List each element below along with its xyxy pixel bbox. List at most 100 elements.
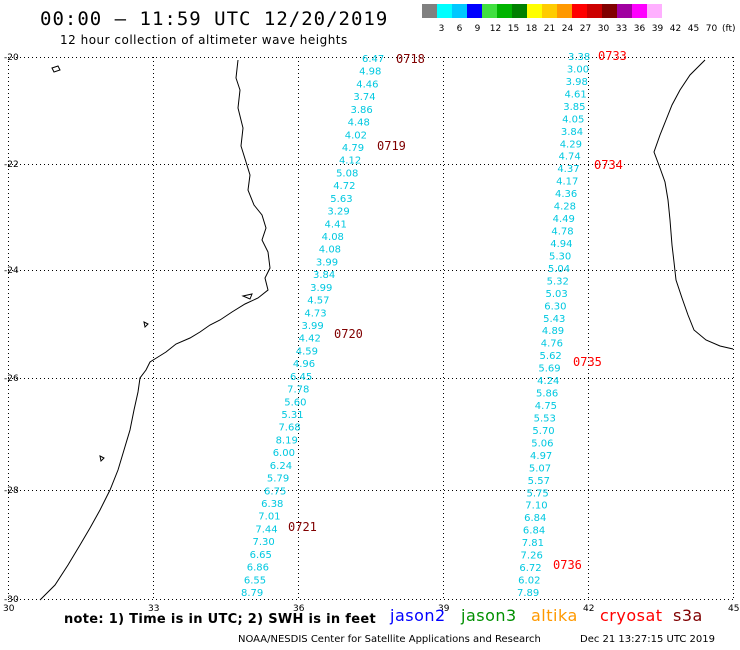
grid-dot: [153, 497, 154, 498]
grid-dot: [733, 277, 734, 278]
grid-dot: [336, 490, 337, 491]
grid-dot: [298, 597, 299, 598]
grid-dot: [298, 417, 299, 418]
grid-dot: [336, 599, 337, 600]
grid-dot: [8, 437, 9, 438]
grid-dot: [8, 229, 9, 230]
grid-dot: [733, 157, 734, 158]
grid-dot: [240, 599, 241, 600]
scale-swatch: [602, 4, 617, 18]
grid-dot: [8, 417, 9, 418]
grid-dot: [116, 164, 117, 165]
grid-dot: [8, 157, 9, 158]
grid-dot: [24, 164, 25, 165]
grid-dot: [298, 133, 299, 134]
grid-dot: [468, 57, 469, 58]
grid-dot: [552, 164, 553, 165]
grid-dot: [443, 229, 444, 230]
grid-dot: [520, 270, 521, 271]
grid-dot: [64, 164, 65, 165]
grid-dot: [108, 270, 109, 271]
grid-dot: [688, 378, 689, 379]
grid-dot: [612, 490, 613, 491]
grid-dot: [298, 165, 299, 166]
grid-dot: [564, 164, 565, 165]
grid-dot: [443, 565, 444, 566]
grid-dot: [8, 185, 9, 186]
grid-dot: [428, 490, 429, 491]
grid-dot: [298, 473, 299, 474]
grid-dot: [520, 378, 521, 379]
grid-dot: [443, 241, 444, 242]
grid-dot: [460, 599, 461, 600]
grid-dot: [700, 490, 701, 491]
grid-dot: [620, 599, 621, 600]
grid-dot: [200, 378, 201, 379]
grid-dot: [220, 378, 221, 379]
grid-dot: [452, 270, 453, 271]
grid-dot: [296, 164, 297, 165]
grid-dot: [580, 599, 581, 600]
grid-dot: [8, 393, 9, 394]
grid-dot: [588, 465, 589, 466]
grid-dot: [733, 233, 734, 234]
grid-dot: [348, 378, 349, 379]
grid-dot: [688, 57, 689, 58]
grid-dot: [298, 553, 299, 554]
grid-dot: [440, 490, 441, 491]
grid-dot: [472, 599, 473, 600]
grid-dot: [540, 270, 541, 271]
grid-dot: [376, 378, 377, 379]
grid-dot: [733, 245, 734, 246]
grid-dot: [164, 378, 165, 379]
wave-height-value: 7.44: [255, 524, 277, 535]
grid-dot: [443, 401, 444, 402]
grid-dot: [443, 509, 444, 510]
grid-dot: [588, 205, 589, 206]
grid-dot: [72, 378, 73, 379]
generation-timestamp: Dec 21 13:27:15 UTC 2019: [580, 634, 715, 645]
grid-dot: [260, 270, 261, 271]
grid-dot: [36, 599, 37, 600]
grid-dot: [152, 378, 153, 379]
scale-label: 21: [543, 24, 556, 34]
grid-dot: [728, 378, 729, 379]
grid-dot: [8, 329, 9, 330]
grid-dot: [443, 405, 444, 406]
scale-swatch: [512, 4, 527, 18]
grid-dot: [8, 89, 9, 90]
lat-label: -28: [4, 486, 19, 496]
grid-dot: [298, 365, 299, 366]
grid-dot: [8, 209, 9, 210]
island-coast: [99, 455, 105, 463]
grid-dot: [404, 490, 405, 491]
grid-dot: [153, 373, 154, 374]
grid-dot: [360, 378, 361, 379]
grid-dot: [632, 490, 633, 491]
wave-height-value: 6.65: [250, 550, 272, 561]
grid-dot: [12, 490, 13, 491]
grid-dot: [232, 164, 233, 165]
grid-dot: [472, 490, 473, 491]
grid-dot: [452, 378, 453, 379]
grid-dot: [298, 273, 299, 274]
grid-dot: [588, 153, 589, 154]
grid-dot: [164, 57, 165, 58]
grid-dot: [160, 164, 161, 165]
grid-dot: [548, 57, 549, 58]
grid-dot: [120, 490, 121, 491]
wave-height-value: 4.79: [342, 143, 364, 154]
grid-dot: [280, 490, 281, 491]
map-title: 00:00 – 11:59 UTC 12/20/2019: [40, 8, 389, 30]
grid-dot: [733, 249, 734, 250]
grid-dot: [700, 57, 701, 58]
grid-dot: [153, 153, 154, 154]
grid-dot: [443, 73, 444, 74]
grid-dot: [733, 537, 734, 538]
grid-dot: [80, 378, 81, 379]
grid-dot: [153, 289, 154, 290]
grid-dot: [588, 377, 589, 378]
grid-dot: [298, 533, 299, 534]
grid-dot: [733, 421, 734, 422]
grid-dot: [153, 409, 154, 410]
